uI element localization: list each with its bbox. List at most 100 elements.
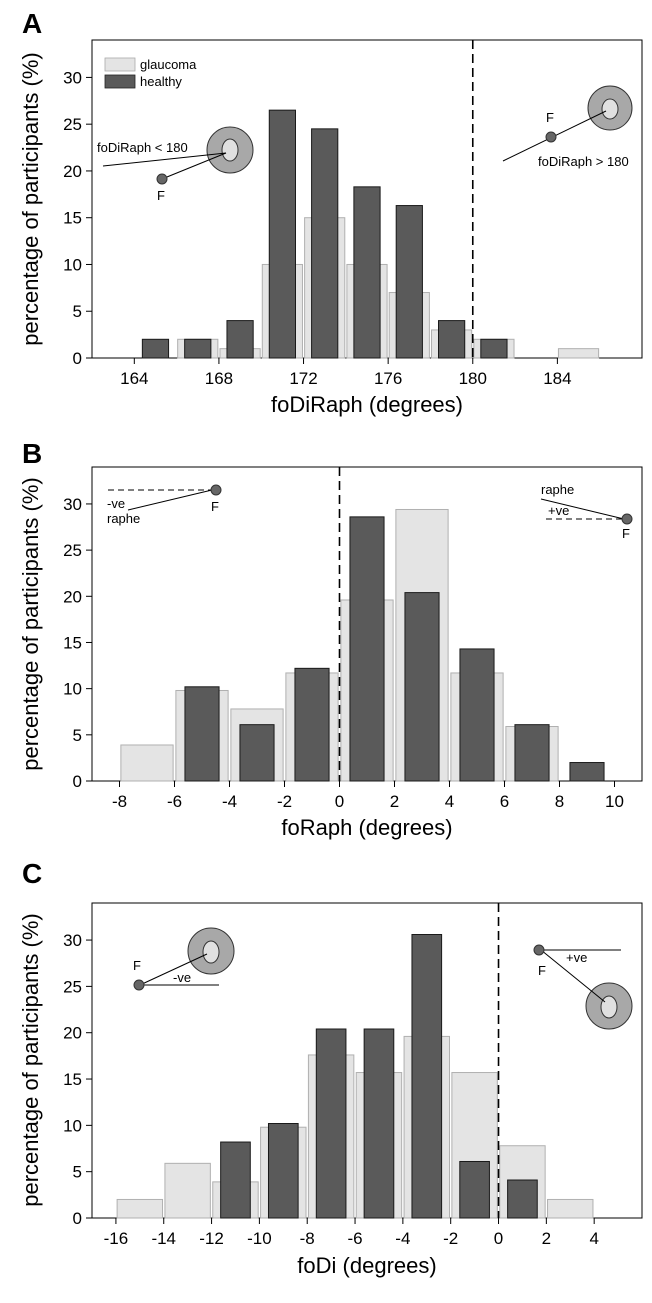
x-tick-label: 2 [542, 1229, 551, 1248]
legend-label-healthy: healthy [140, 74, 182, 89]
bar-healthy [459, 1160, 490, 1219]
bar-glaucoma [547, 1198, 594, 1219]
x-tick-label: 0 [335, 792, 344, 811]
panel-a-inset-left: foDiRaph < 180 F [97, 126, 254, 203]
panel-a-letter: A [22, 8, 42, 39]
y-tick-label: 25 [63, 977, 82, 996]
bar-healthy [141, 338, 170, 359]
bar-healthy [404, 592, 440, 782]
panel-a-y-axis-title: percentage of participants (%) [18, 52, 43, 346]
bar-healthy [395, 205, 423, 359]
fovea-icon [621, 513, 633, 525]
x-tick-label: -10 [247, 1229, 272, 1248]
annotation-fovea-label: F [157, 188, 165, 203]
x-tick-label: 176 [374, 369, 402, 388]
legend-label-glaucoma: glaucoma [140, 57, 197, 72]
x-tick-label: 10 [605, 792, 624, 811]
bar-healthy [514, 724, 550, 782]
y-tick-label: 15 [63, 209, 82, 228]
x-tick-label: 4 [445, 792, 454, 811]
x-tick-label: 184 [543, 369, 571, 388]
optic-cup-icon [600, 995, 618, 1019]
panel-c-y-axis-title: percentage of participants (%) [18, 913, 43, 1207]
bar-glaucoma [164, 1162, 211, 1219]
annotation-raphe: raphe [541, 482, 574, 497]
annotation-fovea-label: F [546, 110, 554, 125]
x-tick-label: -6 [167, 792, 182, 811]
bar-healthy [507, 1179, 538, 1219]
bar-healthy [226, 320, 254, 359]
bar-healthy [363, 1028, 395, 1219]
bar-healthy [311, 128, 339, 359]
bar-healthy [349, 516, 385, 782]
y-tick-label: 20 [63, 587, 82, 606]
x-tick-label: 6 [500, 792, 509, 811]
annotation-negative: -ve [107, 496, 125, 511]
panel-c: C 0 5 10 15 20 25 30 -16 -14 -12 -10 -8 -6 -4 -2 0 2 4 fo… [18, 858, 643, 1278]
panel-b-x-axis-title: foRaph (degrees) [281, 815, 452, 840]
annotation-fodiraph-lt-180: foDiRaph < 180 [97, 140, 188, 155]
annotation-fodiraph-gt-180: foDiRaph > 180 [538, 154, 629, 169]
annotation-fovea-label: F [211, 499, 219, 514]
fovea-icon [156, 173, 168, 185]
y-tick-label: 5 [73, 1163, 82, 1182]
x-tick-label: -2 [443, 1229, 458, 1248]
optic-cup-icon [601, 98, 619, 120]
panel-b-inset-right: raphe +ve F [540, 482, 633, 541]
optic-cup-icon [202, 940, 220, 964]
y-tick-label: 20 [63, 162, 82, 181]
panel-b-letter: B [22, 438, 42, 469]
y-tick-label: 5 [73, 726, 82, 745]
panel-b-y-axis-title: percentage of participants (%) [18, 477, 43, 771]
x-tick-label: 164 [120, 369, 148, 388]
y-tick-label: 0 [73, 772, 82, 791]
panel-c-letter: C [22, 858, 42, 889]
fovea-disc-line [161, 152, 227, 180]
bar-healthy [569, 762, 605, 782]
annotation-fovea-label: F [133, 958, 141, 973]
panel-a-inset-right: F foDiRaph > 180 [502, 85, 633, 169]
fovea-icon [533, 944, 545, 956]
optic-cup-icon [221, 138, 239, 162]
bar-healthy [239, 724, 275, 782]
y-tick-label: 10 [63, 680, 82, 699]
raphe-line [540, 498, 625, 520]
bar-healthy [315, 1028, 347, 1219]
raphe-line [127, 489, 213, 511]
panel-c-inset-right: +ve F [533, 944, 633, 1030]
annotation-fovea-label: F [538, 963, 546, 978]
bar-healthy [294, 667, 330, 782]
panel-a-legend: glaucoma healthy [104, 57, 197, 89]
panel-b: B 0 5 10 15 20 25 30 -8 -6 -4 -2 0 2 4 6 8 10 foRaph (de… [18, 438, 643, 840]
y-tick-label: 15 [63, 1070, 82, 1089]
y-tick-label: 5 [73, 302, 82, 321]
annotation-positive: +ve [548, 503, 569, 518]
bar-healthy [353, 186, 381, 359]
x-tick-label: 4 [589, 1229, 598, 1248]
fovea-disc-line [540, 949, 606, 1003]
raphe-line [102, 152, 227, 167]
bar-glaucoma [557, 348, 600, 359]
y-tick-label: 30 [63, 68, 82, 87]
x-tick-label: 0 [494, 1229, 503, 1248]
bar-healthy [184, 338, 212, 359]
bar-healthy [184, 686, 220, 782]
x-tick-label: -8 [112, 792, 127, 811]
annotation-fovea-label: F [622, 526, 630, 541]
annotation-negative: -ve [173, 970, 191, 985]
x-tick-label: -14 [151, 1229, 176, 1248]
fovea-icon [133, 979, 145, 991]
bar-healthy [459, 648, 495, 782]
bar-healthy [267, 1123, 299, 1219]
annotation-raphe: raphe [107, 511, 140, 526]
panel-b-inset-left: -ve raphe F [107, 484, 222, 526]
bar-healthy [220, 1141, 251, 1219]
fovea-icon [210, 484, 222, 496]
fovea-disc-line [139, 953, 208, 986]
fovea-icon [545, 131, 557, 143]
y-tick-label: 10 [63, 1116, 82, 1135]
x-tick-label: -16 [104, 1229, 129, 1248]
y-tick-label: 0 [73, 349, 82, 368]
y-tick-label: 15 [63, 633, 82, 652]
